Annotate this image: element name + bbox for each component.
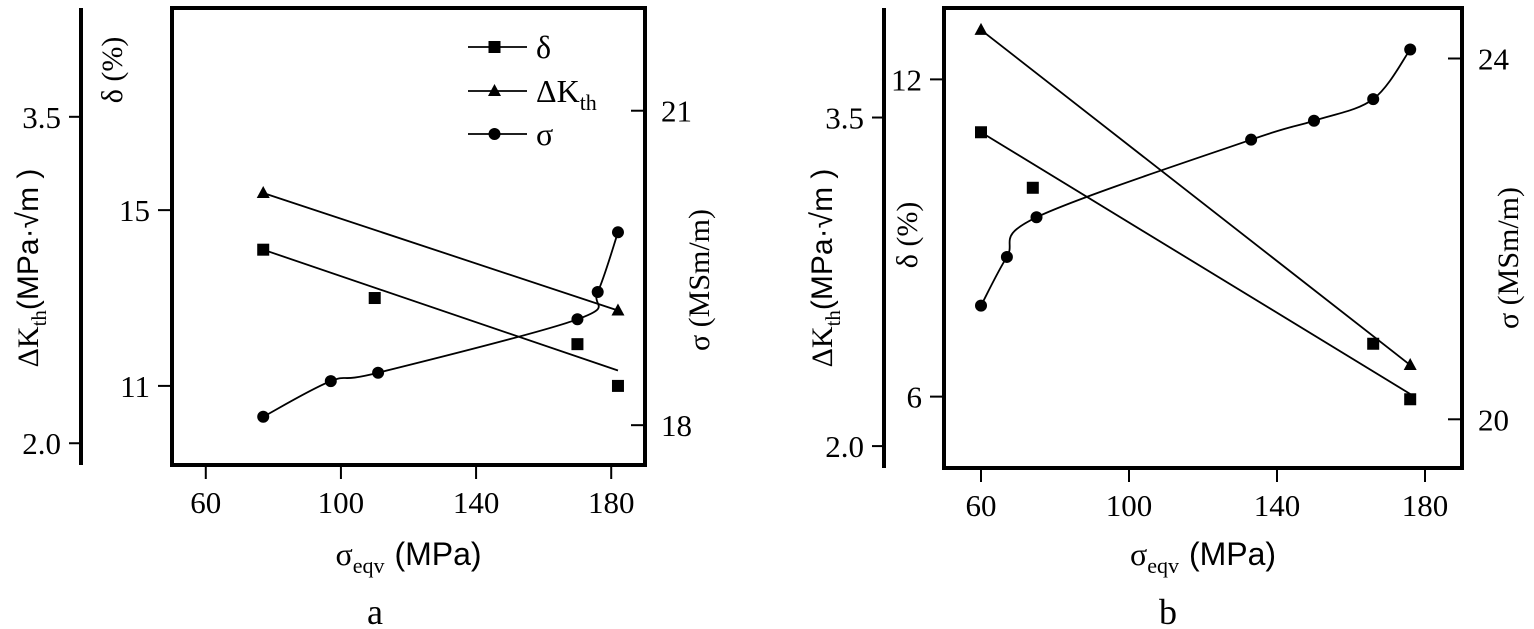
dk-axis-label-unit: (MPa·√m ) xyxy=(12,169,45,310)
dk-tick-label: 3.5 xyxy=(825,101,864,136)
data-point-delta xyxy=(368,292,381,305)
data-point-delta xyxy=(1404,393,1417,406)
delta-tick-label: 6 xyxy=(907,380,923,415)
fit-line-dk xyxy=(980,29,1411,366)
data-point-sigma xyxy=(372,366,385,379)
legend-entry: ΔKth xyxy=(536,73,597,115)
data-point-dk xyxy=(974,22,988,35)
data-point-sigma xyxy=(571,313,584,326)
x-tick-label: 100 xyxy=(1106,488,1153,523)
data-point-sigma xyxy=(611,226,624,239)
legend-entry-text: ΔK xyxy=(536,73,580,109)
sigma-tick-label: 20 xyxy=(1478,402,1509,437)
data-point-sigma xyxy=(1245,133,1258,146)
dk-axis-label: ΔKth(MPa·√m ) xyxy=(12,169,51,368)
dk-axis-label-unit: (MPa·√m ) xyxy=(806,169,839,310)
x-axis-label-unit: (MPa) xyxy=(394,536,481,572)
data-point-delta xyxy=(611,379,624,392)
legend-entry-text: σ xyxy=(536,116,553,152)
x-axis-label-subscript: eqv xyxy=(1147,553,1179,578)
dk-axis-label-subscript: th xyxy=(821,310,845,327)
legend-entry-text: δ xyxy=(536,29,551,65)
x-tick-label: 140 xyxy=(453,485,500,520)
x-axis-label: σeqv (MPa) xyxy=(1130,536,1276,578)
delta-axis-label: δ (%) xyxy=(96,37,129,104)
x-tick-label: 60 xyxy=(190,485,221,520)
data-point-delta xyxy=(1026,181,1039,194)
x-axis-label-subscript: eqv xyxy=(353,553,385,578)
legend-marker-circle xyxy=(488,128,501,140)
sigma-axis-label: σ (MSm/m) xyxy=(1492,187,1525,329)
data-point-dk xyxy=(256,185,270,198)
data-point-sigma xyxy=(591,286,604,299)
x-axis-label-unit: (MPa) xyxy=(1189,536,1276,572)
sigma-tick-label: 24 xyxy=(1478,42,1510,77)
sigma-axis-label: σ (MSm/m) xyxy=(683,209,716,351)
panel-label: a xyxy=(367,592,383,629)
data-point-sigma xyxy=(1367,93,1380,106)
fit-line-delta xyxy=(262,248,619,372)
data-point-delta xyxy=(975,126,987,139)
data-point-dk xyxy=(1403,358,1417,371)
panel-label: b xyxy=(1159,592,1177,629)
dk-axis-label-symbol: ΔK xyxy=(806,326,839,367)
delta-tick-label: 15 xyxy=(119,193,150,228)
x-axis-label-symbol: σ xyxy=(1130,536,1147,572)
x-tick-label: 140 xyxy=(1254,488,1301,523)
dk-axis-label: ΔKth(MPa·√m ) xyxy=(806,169,845,368)
data-point-delta xyxy=(257,243,270,256)
x-tick-label: 60 xyxy=(966,488,997,523)
data-point-sigma xyxy=(1308,114,1320,127)
x-tick-label: 180 xyxy=(1402,488,1449,523)
dk-axis-label-subscript: th xyxy=(27,310,51,327)
chart-panel-b: 60 100 140 180 σeqv (MPa) 6 12 δ (%) 2.0 3.5 ΔKth(M… xyxy=(806,6,1525,629)
data-point-delta xyxy=(571,338,584,351)
legend-entry: δ xyxy=(536,29,551,65)
plot-frame xyxy=(942,6,1464,470)
x-axis-label: σeqv (MPa) xyxy=(335,536,481,578)
data-point-sigma xyxy=(975,299,987,312)
x-tick-label: 180 xyxy=(588,485,635,520)
sigma-curve xyxy=(262,232,619,418)
fit-line-delta xyxy=(980,131,1411,395)
data-point-sigma xyxy=(1030,211,1043,224)
x-tick-label: 100 xyxy=(318,485,365,520)
sigma-tick-label: 21 xyxy=(661,94,692,129)
data-point-delta xyxy=(1367,337,1380,350)
fit-line-dk xyxy=(262,192,619,312)
x-axis-label-symbol: σ xyxy=(335,536,352,572)
data-point-sigma xyxy=(257,410,270,423)
delta-tick-label: 11 xyxy=(120,369,150,404)
dk-tick-label: 2.0 xyxy=(22,426,61,461)
data-point-sigma xyxy=(1000,250,1013,263)
delta-axis-label: δ (%) xyxy=(891,202,924,269)
dk-axis-label-symbol: ΔK xyxy=(12,326,45,367)
legend-marker-square xyxy=(488,41,501,53)
dk-tick-label: 2.0 xyxy=(825,429,864,464)
sigma-tick-label: 18 xyxy=(661,408,692,443)
data-point-dk xyxy=(611,303,625,316)
plot-frame xyxy=(170,6,647,467)
sigma-curve xyxy=(980,48,1411,307)
dk-tick-label: 3.5 xyxy=(22,100,61,135)
data-point-sigma xyxy=(1404,43,1417,56)
legend-entry: σ xyxy=(536,116,553,152)
legend-marker-triangle xyxy=(488,84,501,96)
data-point-sigma xyxy=(324,375,337,388)
legend-entry-subscript: th xyxy=(580,90,597,115)
delta-tick-label: 12 xyxy=(891,62,922,97)
